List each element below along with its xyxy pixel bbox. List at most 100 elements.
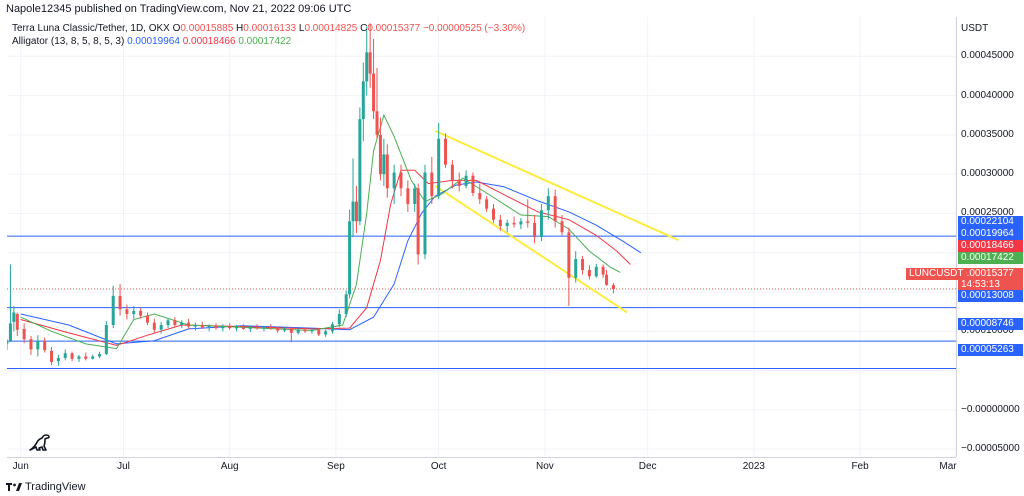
candle-body [8,323,12,341]
lips-value: 0.00017422 [238,36,292,47]
candle-body [283,328,287,331]
candle-body [173,320,177,325]
time-tick-label: Mar [939,461,957,472]
time-tick-label: Dec [638,461,657,472]
low-label: L [298,23,305,34]
candle-body [214,325,218,329]
candle-body [399,172,403,189]
candle-body [450,164,454,181]
candle-body [491,208,495,220]
price-unit: USDT [961,23,989,34]
candle-body [289,328,293,333]
high-value: 0.00016133 [243,23,297,34]
time-tick-label: Oct [430,461,447,472]
candle-body [180,322,184,325]
symbol-legend[interactable]: Terra Luna Classic/Tether, 1D, OKX O0.00… [12,23,525,34]
candle-body [574,259,578,278]
candle-body [464,175,468,186]
close-label: C [360,23,368,34]
candle-body [317,329,321,335]
candle-body [276,328,280,331]
candle-body [365,52,369,82]
candle-body [533,222,537,237]
candle-body [351,201,355,222]
open-value: 0.00015885 [180,23,234,34]
low-value: 0.00014825 [304,23,358,34]
candle-body [416,188,420,255]
candle-body [457,180,461,186]
price-tag: 0.00017422 [958,252,1023,264]
candle-body [36,340,40,350]
indicator-legend[interactable]: Alligator (13, 8, 5, 8, 5, 3) 0.00019964… [12,36,291,47]
candle-body [581,259,585,270]
price-tick-label: 0.00025000 [961,207,1014,219]
candle-body [423,172,427,255]
candle-body [567,232,571,278]
chart-grid [7,17,956,457]
candle-body [22,328,26,340]
candle-body [29,339,33,350]
candle-body [361,81,365,120]
footer-bar: TradingView [0,478,1024,496]
high-label: H [236,23,244,34]
candle-body [262,326,266,329]
dinosaur-icon [29,434,50,451]
candle-body [354,201,358,222]
candle-body [269,326,273,329]
candle-body [437,138,441,197]
tradingview-logo[interactable]: TradingView [6,481,86,493]
candle-body [7,341,9,344]
open-label: O [172,23,181,34]
publisher-text: Napole12345 published on TradingView.com… [6,3,352,15]
price-tag: 0.00005263 [958,344,1023,356]
candle-body [392,172,396,189]
candle-body [378,134,382,175]
candle-body [187,322,191,327]
publisher-bar: Napole12345 published on TradingView.com… [0,0,1024,17]
candle-body [84,356,88,359]
trend-lines [434,130,679,314]
candle-body [382,154,386,175]
candle-body [56,358,60,362]
candle-body [166,320,170,325]
candle-body [248,327,252,329]
candle-body [152,322,156,330]
time-tick-label: Jun [12,461,29,472]
candles [7,23,615,366]
price-tick-label: 0.00040000 [961,89,1014,101]
indicator-name: Alligator (13, 8, 5, 8, 5, 3) [12,36,125,47]
candle-body [553,196,557,222]
price-tag: 0.00015377 [958,268,1023,280]
tradingview-brand: TradingView [25,481,86,493]
time-axis[interactable]: Jun Jul Aug Sep Oct Nov Dec 2023 Feb Mar [7,457,957,474]
candle-body [91,356,95,359]
candle-body [310,329,314,332]
price-tick-label: 0.00030000 [961,168,1014,180]
candle-body [70,353,74,359]
price-axis[interactable]: USDT 0.00045000 0.00040000 0.00035000 0.000… [956,17,1024,457]
candle-body [200,325,204,328]
candle-body [207,325,211,328]
candle-body [406,188,410,204]
candle-body [601,266,605,275]
change-value: −0.00000525 (−3.30%) [422,23,526,34]
price-tag: 0.00013008 [958,290,1023,302]
candle-body [539,210,543,237]
candle-body [324,331,328,335]
time-tick-label: Jul [117,461,130,472]
alligator-teeth-line [20,169,631,346]
candle-body [498,219,502,226]
candle-body [118,295,122,310]
candle-body [296,329,300,333]
tradingview-logo-icon [6,483,22,491]
chart-plot-area[interactable] [7,17,956,457]
time-tick-label: 2023 [742,461,765,472]
candle-body [15,314,19,330]
price-tick-label: 0.00045000 [961,50,1014,62]
candle-body [560,221,564,233]
candle-body [63,353,67,358]
candle-body [125,309,129,314]
candle-body [444,138,448,165]
candle-body [587,270,591,277]
price-tick-label: 0.00010000 [961,325,1014,337]
